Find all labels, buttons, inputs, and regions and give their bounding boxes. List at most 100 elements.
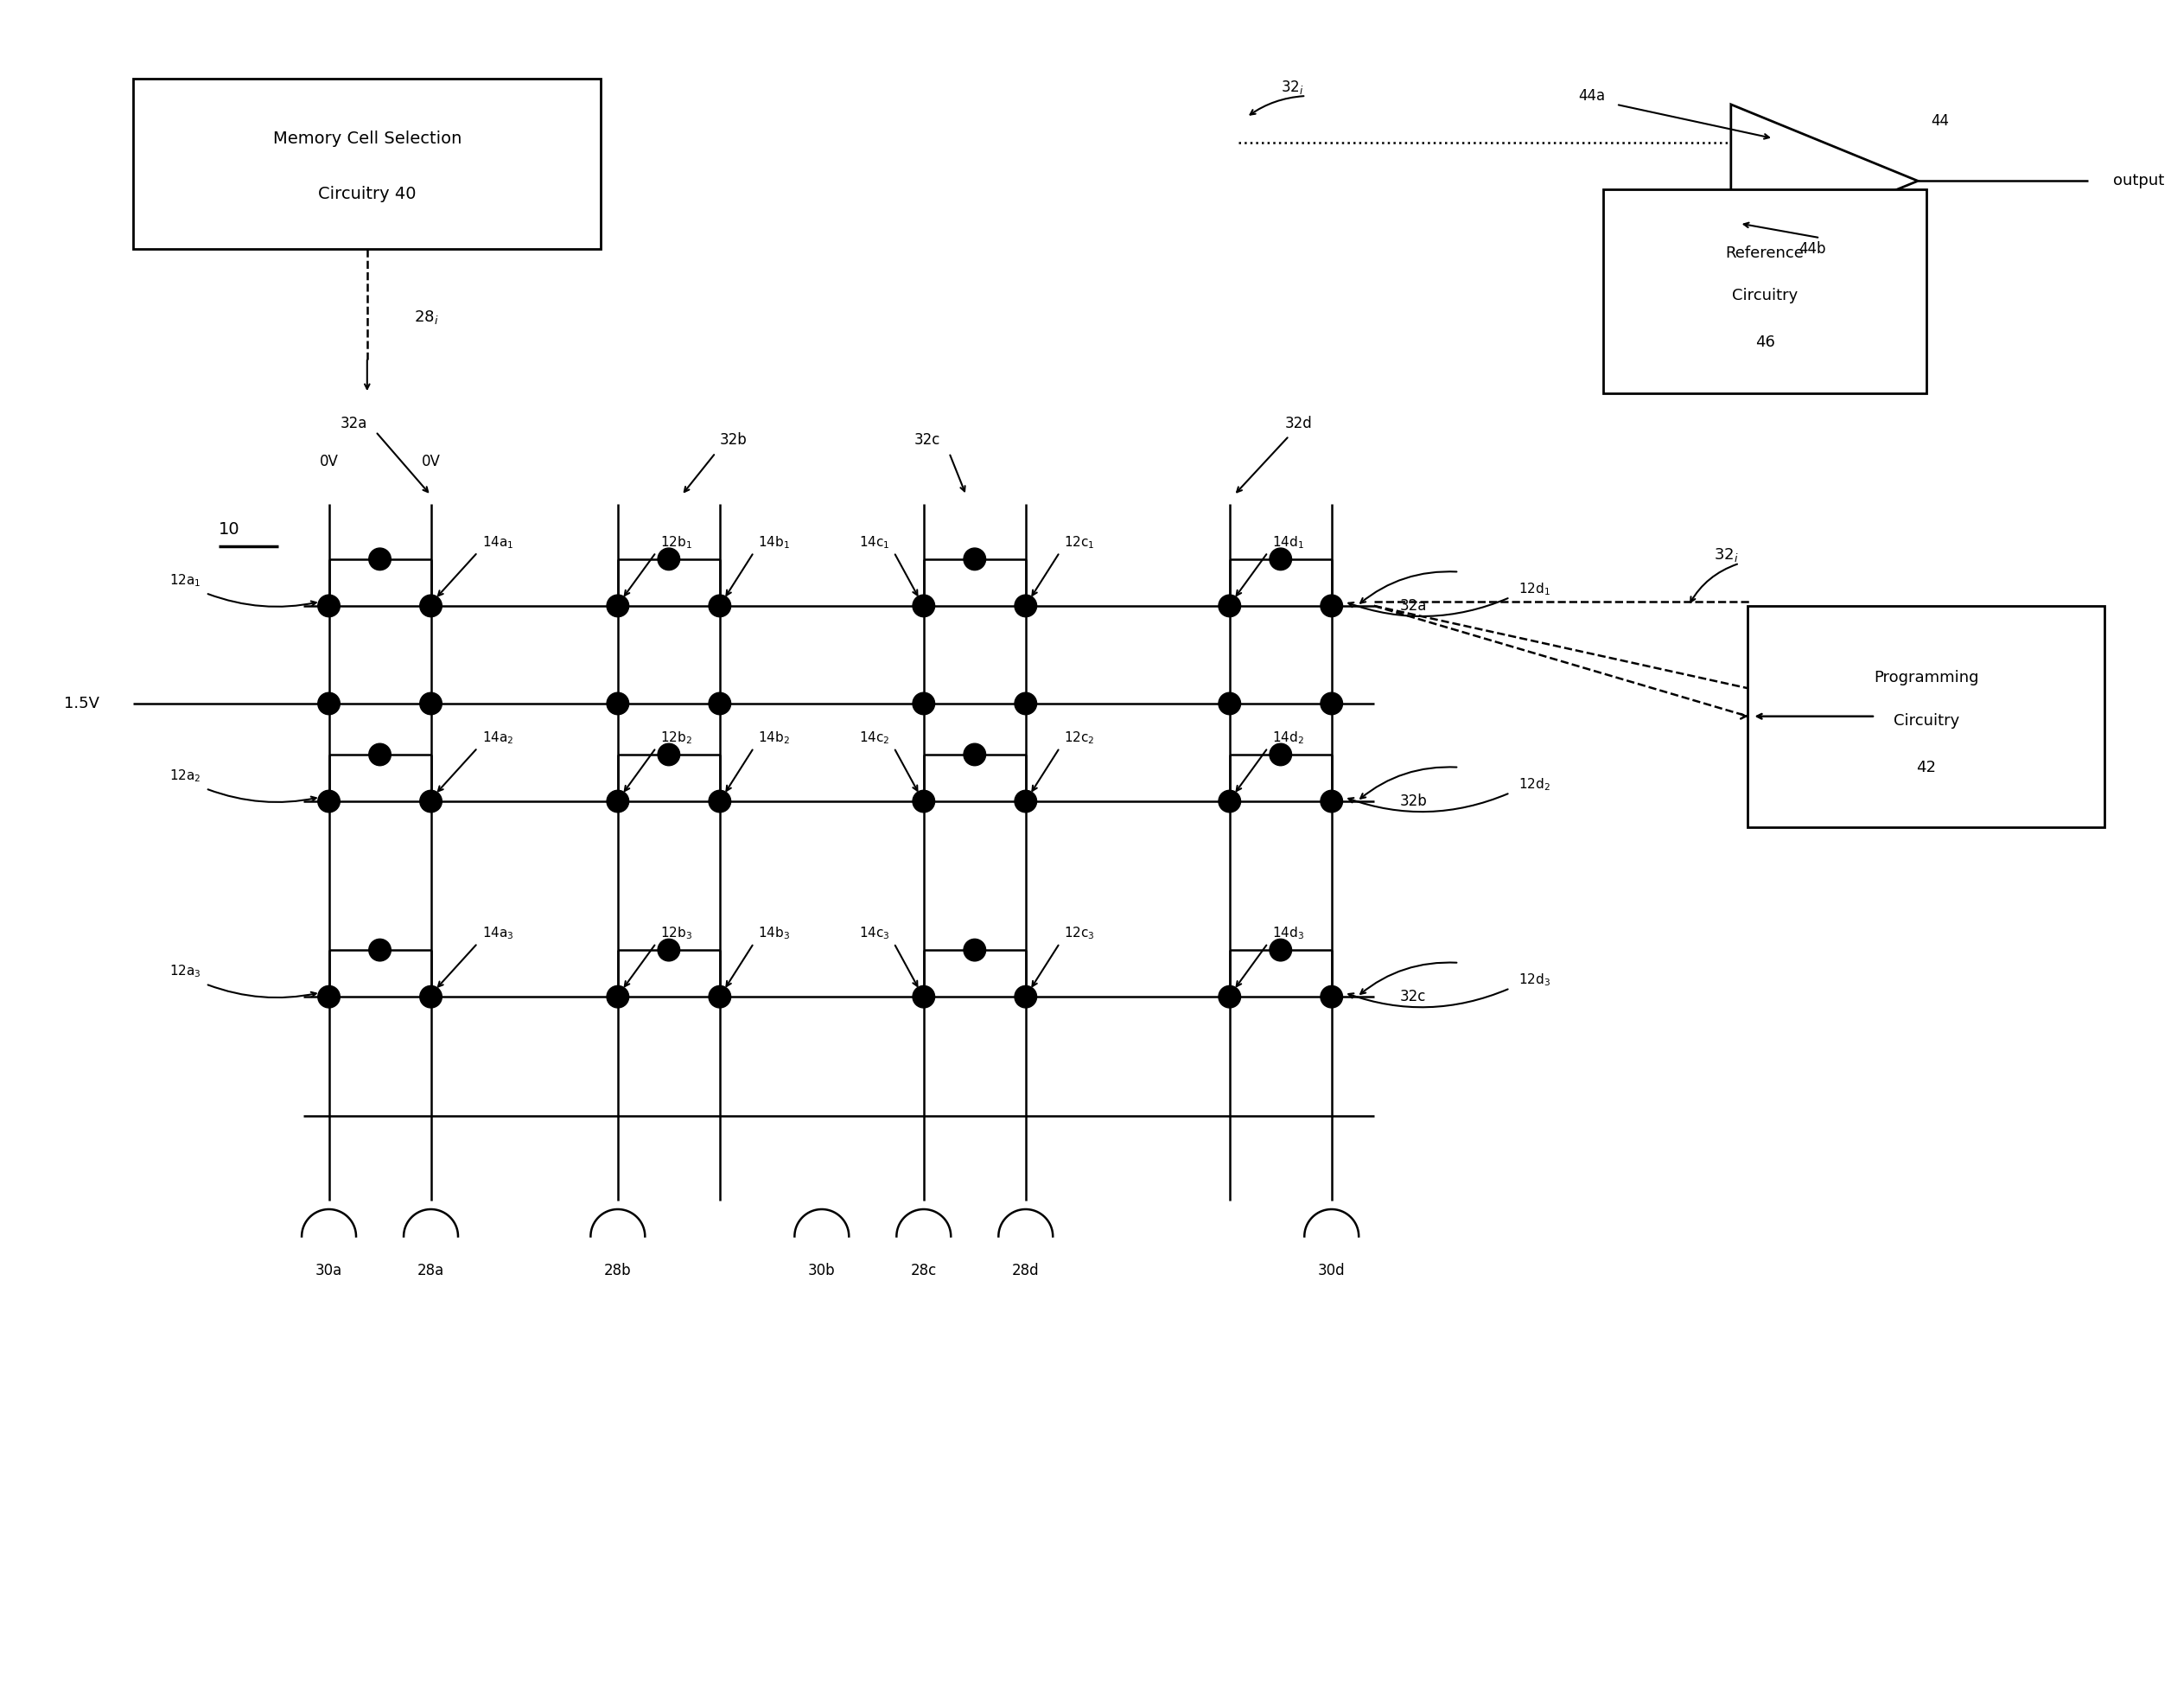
Circle shape — [1218, 791, 1240, 813]
Text: 12d$_1$: 12d$_1$ — [1518, 581, 1550, 596]
Text: Circuitry 40: Circuitry 40 — [319, 186, 417, 202]
Text: 12b$_1$: 12b$_1$ — [660, 535, 693, 550]
Text: Reference: Reference — [1726, 246, 1804, 261]
Text: 12c$_2$: 12c$_2$ — [1064, 729, 1094, 746]
Text: 12b$_2$: 12b$_2$ — [660, 729, 693, 746]
Text: 32c: 32c — [914, 432, 940, 447]
Text: 14c$_2$: 14c$_2$ — [860, 729, 890, 746]
Circle shape — [419, 986, 443, 1008]
Circle shape — [912, 594, 936, 617]
Text: 14c$_1$: 14c$_1$ — [860, 535, 890, 550]
Text: 14a$_1$: 14a$_1$ — [482, 535, 515, 550]
Text: 0V: 0V — [421, 454, 441, 470]
Text: 14a$_2$: 14a$_2$ — [482, 729, 515, 746]
Text: 14d$_2$: 14d$_2$ — [1272, 729, 1305, 746]
Circle shape — [606, 692, 630, 714]
Circle shape — [317, 692, 341, 714]
Circle shape — [419, 692, 443, 714]
Circle shape — [708, 594, 732, 617]
Text: 14d$_3$: 14d$_3$ — [1272, 926, 1305, 941]
Circle shape — [606, 791, 630, 813]
Circle shape — [912, 986, 936, 1008]
Circle shape — [1320, 594, 1342, 617]
Circle shape — [658, 548, 680, 570]
Circle shape — [708, 692, 732, 714]
Text: 12a$_2$: 12a$_2$ — [169, 767, 202, 784]
FancyBboxPatch shape — [132, 79, 601, 249]
Circle shape — [1320, 986, 1342, 1008]
Text: 32b: 32b — [1400, 794, 1426, 810]
Text: 12a$_1$: 12a$_1$ — [169, 572, 202, 589]
Circle shape — [1014, 791, 1038, 813]
Circle shape — [606, 986, 630, 1008]
Circle shape — [1014, 986, 1038, 1008]
Circle shape — [419, 791, 443, 813]
Text: 44b: 44b — [1800, 241, 1826, 256]
Circle shape — [1218, 692, 1240, 714]
Circle shape — [1014, 692, 1038, 714]
Circle shape — [964, 939, 986, 962]
Text: Circuitry: Circuitry — [1732, 289, 1798, 304]
Text: Memory Cell Selection: Memory Cell Selection — [274, 130, 462, 147]
Text: 12c$_1$: 12c$_1$ — [1064, 535, 1094, 550]
Text: 28a: 28a — [417, 1262, 445, 1278]
Circle shape — [317, 594, 341, 617]
Circle shape — [1320, 692, 1342, 714]
Text: 32$_i$: 32$_i$ — [1281, 79, 1303, 96]
Circle shape — [964, 548, 986, 570]
Text: 32d: 32d — [1285, 415, 1311, 430]
Text: 32b: 32b — [721, 432, 747, 447]
Text: 32a: 32a — [341, 415, 367, 430]
Text: 44a: 44a — [1578, 89, 1604, 104]
Circle shape — [912, 692, 936, 714]
Text: 12b$_3$: 12b$_3$ — [660, 926, 693, 941]
Circle shape — [912, 791, 936, 813]
Circle shape — [1218, 986, 1240, 1008]
Text: 32$_i$: 32$_i$ — [1713, 547, 1739, 564]
Text: 12c$_3$: 12c$_3$ — [1064, 926, 1094, 941]
Circle shape — [369, 939, 391, 962]
Text: 12a$_3$: 12a$_3$ — [169, 963, 202, 979]
Circle shape — [1218, 594, 1240, 617]
Circle shape — [658, 939, 680, 962]
Text: 44: 44 — [1930, 114, 1950, 130]
Circle shape — [317, 986, 341, 1008]
Circle shape — [317, 791, 341, 813]
Circle shape — [1270, 743, 1292, 765]
Circle shape — [708, 791, 732, 813]
Text: 14b$_3$: 14b$_3$ — [758, 926, 790, 941]
Text: 14c$_3$: 14c$_3$ — [860, 926, 890, 941]
Circle shape — [419, 594, 443, 617]
Text: 14d$_1$: 14d$_1$ — [1272, 535, 1305, 550]
Text: 14a$_3$: 14a$_3$ — [482, 926, 515, 941]
Text: 12d$_2$: 12d$_2$ — [1518, 775, 1550, 793]
Circle shape — [1320, 791, 1342, 813]
Circle shape — [1270, 548, 1292, 570]
Circle shape — [1270, 939, 1292, 962]
Text: 32a: 32a — [1400, 598, 1426, 613]
Text: Programming: Programming — [1874, 670, 1980, 687]
Text: 1.5V: 1.5V — [63, 695, 100, 711]
Text: output: output — [2112, 173, 2164, 188]
Text: 30d: 30d — [1318, 1262, 1346, 1278]
FancyBboxPatch shape — [1604, 190, 1926, 393]
Text: 28b: 28b — [604, 1262, 632, 1278]
Text: 32c: 32c — [1400, 989, 1426, 1004]
Text: Circuitry: Circuitry — [1893, 712, 1960, 728]
Circle shape — [708, 986, 732, 1008]
Text: 28d: 28d — [1012, 1262, 1040, 1278]
Text: 30b: 30b — [808, 1262, 836, 1278]
Text: 14b$_2$: 14b$_2$ — [758, 729, 790, 746]
Text: 14b$_1$: 14b$_1$ — [758, 535, 790, 550]
Text: 0V: 0V — [319, 454, 339, 470]
Circle shape — [1014, 594, 1038, 617]
Text: 10: 10 — [219, 521, 239, 538]
Text: 30a: 30a — [315, 1262, 343, 1278]
Text: 42: 42 — [1917, 760, 1937, 775]
Text: 12d$_3$: 12d$_3$ — [1518, 972, 1550, 987]
Text: 28c: 28c — [910, 1262, 936, 1278]
Text: 28$_i$: 28$_i$ — [415, 307, 439, 326]
Text: 46: 46 — [1754, 335, 1776, 350]
Circle shape — [658, 743, 680, 765]
Circle shape — [606, 594, 630, 617]
